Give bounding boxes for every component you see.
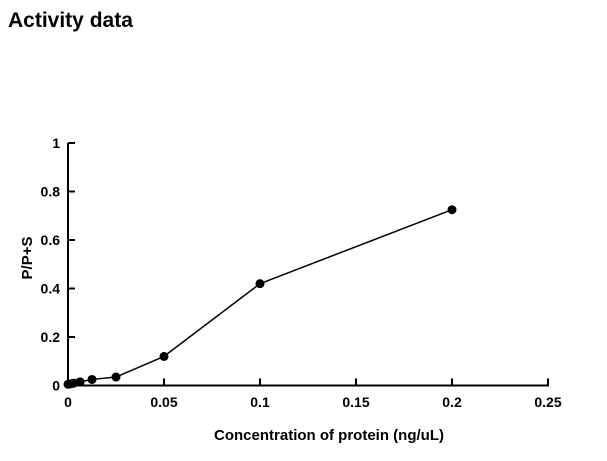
- data-point: [255, 279, 265, 289]
- ticks-layer: 0 0.05 0.1 0.15 0.2 0.25 0 0.2 0.4 0.6 0.8 1: [41, 135, 562, 410]
- x-tick-label: 0.15: [342, 394, 369, 410]
- x-tick-label: 0.05: [150, 394, 177, 410]
- y-tick-label: 0: [52, 378, 60, 394]
- data-line: [67, 208, 453, 386]
- data-point: [75, 377, 85, 387]
- data-point: [87, 374, 97, 384]
- y-tick-label: 1: [52, 135, 60, 151]
- y-tick-label: 0.6: [41, 232, 61, 248]
- x-tick-label: 0.2: [442, 394, 462, 410]
- data-point: [111, 372, 121, 382]
- chart-title: Activity data: [8, 9, 133, 32]
- data-point: [447, 205, 457, 215]
- y-tick-label: 0.8: [41, 184, 61, 200]
- x-axis-label: Concentration of protein (ng/uL): [214, 427, 444, 444]
- series-layer: [63, 205, 457, 389]
- y-axis-label: P/P+S: [19, 237, 36, 280]
- y-tick-label: 0.4: [41, 281, 61, 297]
- x-tick-label: 0.1: [250, 394, 270, 410]
- axes-layer: [67, 143, 549, 387]
- x-tick-label: 0: [64, 394, 72, 410]
- data-point: [159, 351, 169, 361]
- y-tick-label: 0.2: [41, 329, 61, 345]
- x-tick-label: 0.25: [534, 394, 561, 410]
